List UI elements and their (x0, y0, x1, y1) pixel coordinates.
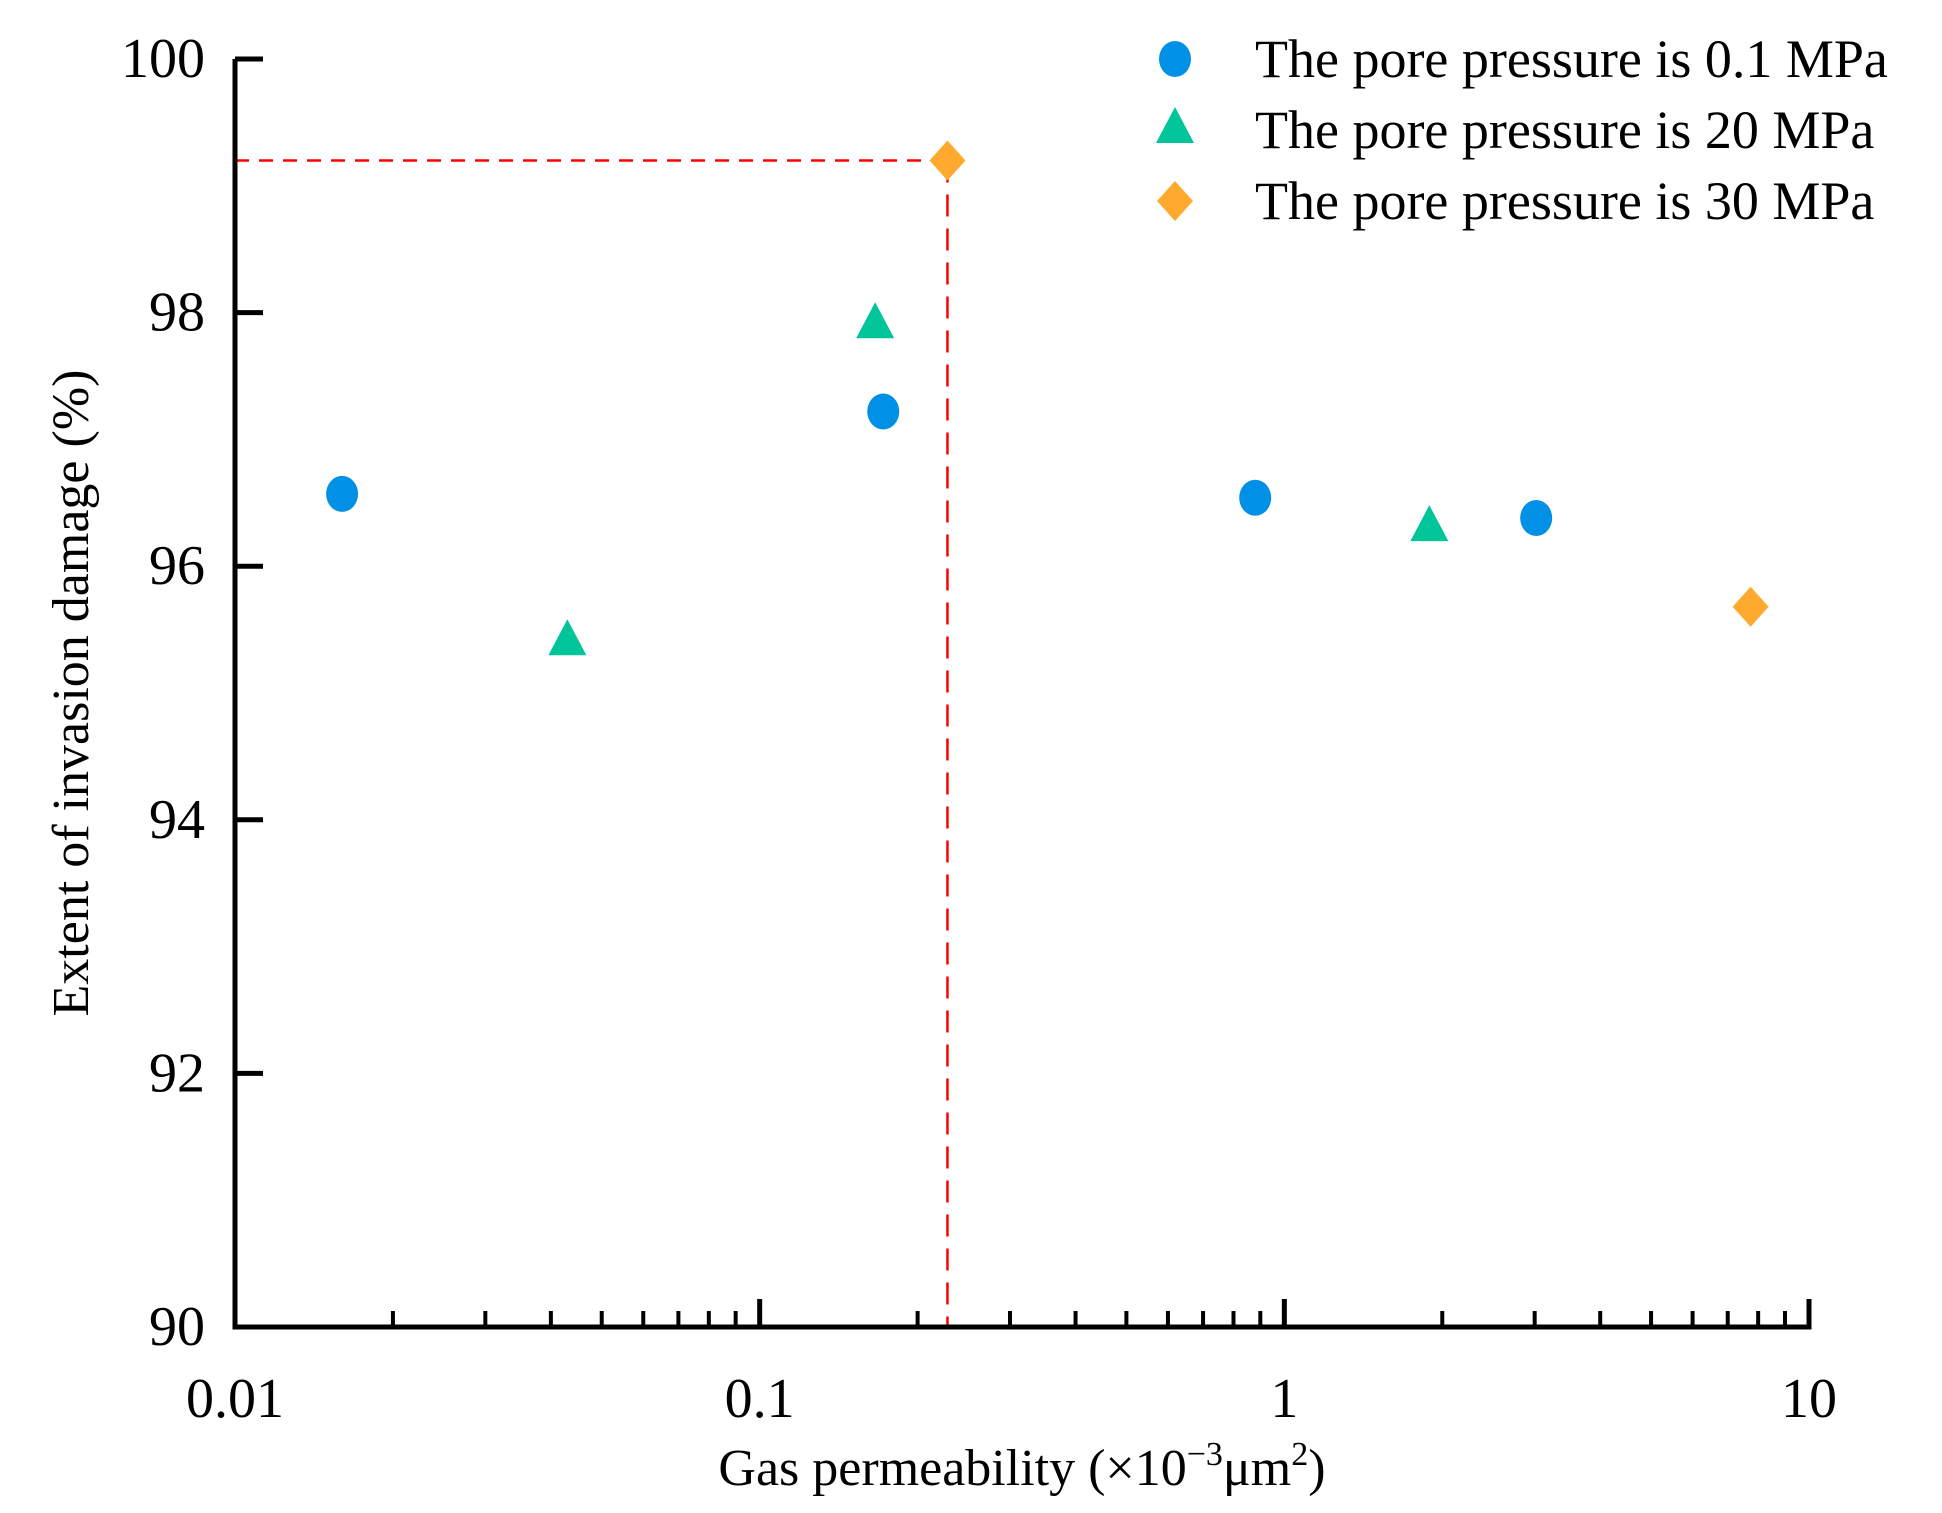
data-point-circle (326, 475, 359, 512)
axis-lines (232, 59, 1812, 1330)
x-tick-label: 10 (1781, 1368, 1837, 1430)
y-tick-label: 94 (149, 789, 205, 851)
legend-triangle-icon (1156, 107, 1194, 143)
y-tick-label: 96 (149, 535, 205, 597)
legend-label: The pore pressure is 20 MPa (1255, 100, 1874, 160)
legend-label: The pore pressure is 30 MPa (1255, 171, 1874, 231)
data-point-circle (1520, 500, 1553, 537)
reference-lines (235, 159, 949, 1327)
data-point-triangle (548, 619, 587, 656)
y-tick-label: 98 (149, 282, 205, 344)
data-point-triangle (856, 302, 895, 339)
data-point-triangle (1410, 505, 1449, 542)
legend-diamond-icon (1157, 181, 1193, 221)
legend-label: The pore pressure is 0.1 MPa (1255, 29, 1888, 89)
y-tick-label: 100 (121, 28, 205, 90)
x-axis-title: Gas permeability (×10−3μm2) (718, 1436, 1325, 1497)
y-tick-label: 92 (149, 1042, 205, 1104)
data-point-diamond (929, 140, 966, 181)
data-points (326, 140, 1769, 656)
y-axis-title: Extent of invasion damage (%) (43, 370, 100, 1017)
axes: 90 92 94 96 98 100 0.01 0.1 1 10 (121, 28, 1837, 1430)
x-tick-label: 1 (1270, 1368, 1298, 1430)
x-tick-label: 0.01 (186, 1368, 284, 1430)
data-point-diamond (1732, 586, 1769, 627)
legend: The pore pressure is 0.1 MPa The pore pre… (1156, 29, 1888, 231)
x-tick-label: 0.1 (725, 1368, 795, 1430)
y-tick-label: 90 (149, 1296, 205, 1358)
data-point-circle (867, 393, 900, 430)
data-point-circle (1239, 479, 1272, 516)
legend-circle-icon (1159, 41, 1191, 77)
